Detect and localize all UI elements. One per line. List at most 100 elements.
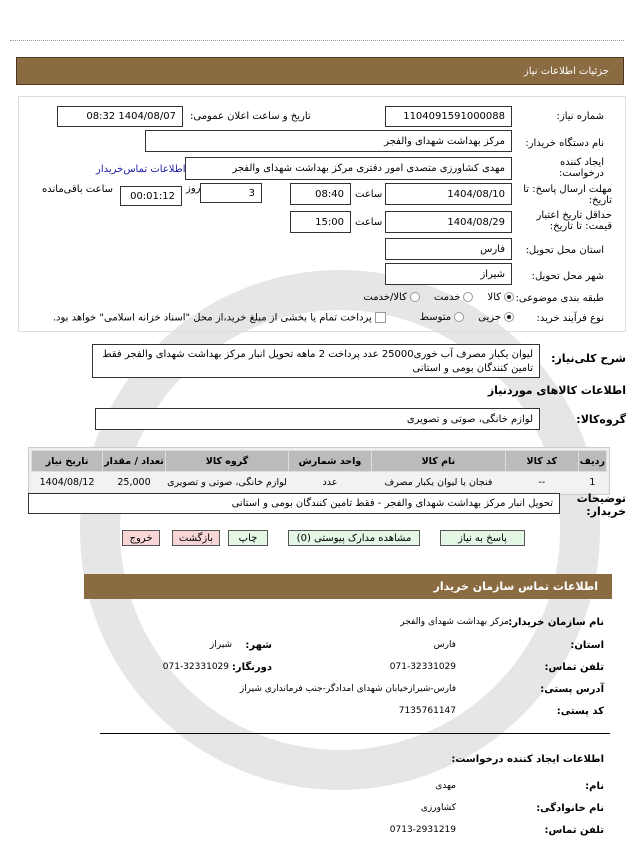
- option-label: کالا/خدمت: [363, 292, 407, 303]
- view-attachments-button[interactable]: مشاهده مدارک پیوستی (0): [288, 530, 420, 546]
- creator-phone-value: 0713-2931219: [389, 825, 456, 835]
- validity-time-label: ساعت: [355, 217, 383, 228]
- section-divider: [100, 733, 610, 734]
- category-service-radio[interactable]: خدمت: [434, 292, 474, 303]
- goods-group-field: لوازم خانگی، صوتی و تصویری: [95, 408, 540, 430]
- remaining-field: 00:01:12: [120, 186, 182, 206]
- description-label: شرح کلی‌نیاز:: [551, 352, 626, 365]
- city-label: شهر:: [245, 640, 272, 651]
- col-group: گروه کالا: [165, 450, 289, 472]
- name-label: نام:: [585, 781, 604, 792]
- page-title: جزئیات اطلاعات نیاز: [523, 65, 609, 77]
- creator-label: ایجاد کننده درخواست:: [559, 157, 604, 179]
- days-label: روز: [186, 183, 201, 194]
- goods-table: ردیف کد کالا نام کالا واحد شمارش گروه کا…: [28, 447, 610, 495]
- validity-label: حداقل تاریخ اعتبار قیمت: تا تاریخ:: [536, 210, 612, 232]
- page-header: جزئیات اطلاعات نیاز: [16, 57, 624, 85]
- watermark-logo: [80, 270, 600, 790]
- org-label: نام سازمان خریدار:: [508, 617, 604, 628]
- announce-label: تاریخ و ساعت اعلان عمومی:: [190, 111, 311, 122]
- buyer-field: مرکز بهداشت شهدای والفجر: [145, 130, 512, 152]
- col-code: کد کالا: [504, 450, 579, 472]
- province-label: استان محل تحویل:: [525, 245, 604, 256]
- days-field: 3: [200, 183, 262, 203]
- option-label: متوسط: [419, 312, 452, 323]
- city-field: شیراز: [385, 263, 512, 285]
- contact-title: اطلاعات تماس سازمان خریدار: [433, 580, 598, 593]
- family-label: نام خانوادگی:: [536, 803, 604, 814]
- creator-field: مهدی کشاورزی متصدی امور دفتری مرکز بهداش…: [185, 157, 512, 180]
- category-goods-radio[interactable]: کالا: [487, 292, 514, 303]
- creator-info-title: اطلاعات ایجاد کننده درخواست:: [451, 754, 604, 765]
- top-divider: [10, 40, 624, 41]
- fax-label: دورنگار:: [231, 662, 272, 673]
- back-button[interactable]: بازگشت: [172, 530, 220, 546]
- col-date: تاریخ نیاز: [31, 450, 103, 472]
- exit-button[interactable]: خروج: [122, 530, 160, 546]
- print-button[interactable]: چاپ: [228, 530, 268, 546]
- purchase-label: نوع فرآیند خرید:: [536, 313, 605, 324]
- cell-date: 1404/08/12: [31, 471, 103, 492]
- validity-date-field: 1404/08/29: [385, 211, 512, 233]
- deadline-date-field: 1404/08/10: [385, 183, 512, 205]
- province-label: استان:: [570, 640, 604, 651]
- address-value: فارس-شیرازخیابان شهدای امدادگر-جنب فرمان…: [239, 684, 456, 694]
- buyer-contact-link[interactable]: اطلاعات تماس‌خریدار: [96, 164, 186, 175]
- treasury-checkbox[interactable]: پرداخت تمام یا بخشی از مبلغ خرید،از محل …: [53, 312, 386, 324]
- postal-value: 7135761147: [398, 706, 456, 716]
- deadline-time-label: ساعت: [355, 189, 383, 200]
- description-field: لیوان یکبار مصرف آب خوری25000 عدد پرداخت…: [92, 344, 540, 378]
- details-panel: [18, 96, 626, 332]
- buyer-label: نام دستگاه خریدار:: [525, 138, 604, 149]
- cell-row: 1: [578, 471, 607, 492]
- remaining-label: ساعت باقی‌مانده: [42, 184, 114, 195]
- category-both-radio[interactable]: کالا/خدمت: [363, 292, 420, 303]
- table-row: 1 -- فنجان یا لیوان یکبار مصرف عدد لوازم…: [31, 471, 607, 492]
- cell-group: لوازم خانگی، صوتی و تصویری: [165, 471, 289, 492]
- col-name: نام کالا: [371, 450, 506, 472]
- notes-field: تحویل انبار مرکز بهداشت شهدای والفجر - ف…: [28, 493, 560, 514]
- category-label: طبقه بندی موضوعی:: [515, 293, 604, 304]
- cell-code: --: [505, 471, 579, 492]
- address-label: آدرس پستی:: [540, 684, 604, 695]
- need-number-field: 1104091591000088: [385, 106, 512, 127]
- radio-icon: [463, 292, 474, 302]
- contact-header: اطلاعات تماس سازمان خریدار: [84, 574, 612, 599]
- validity-time-field: 15:00: [290, 211, 351, 233]
- city-label: شهر محل تحویل:: [531, 271, 604, 282]
- purchase-minor-radio[interactable]: جزیی: [478, 312, 514, 324]
- phone-label: تلفن تماس:: [544, 662, 604, 673]
- cell-name: فنجان یا لیوان یکبار مصرف: [371, 471, 506, 492]
- col-unit: واحد شمارش: [288, 450, 372, 472]
- city-value: شیراز: [209, 640, 232, 650]
- goods-group-label: گروه‌کالا:: [576, 413, 626, 426]
- name-value: مهدی: [435, 781, 456, 791]
- deadline-time-field: 08:40: [290, 183, 351, 205]
- creator-phone-label: تلفن تماس:: [544, 825, 604, 836]
- option-label: کالا: [487, 292, 501, 303]
- deadline-label: مهلت ارسال پاسخ: تا تاریخ:: [523, 184, 612, 206]
- payment-note: پرداخت تمام یا بخشی از مبلغ خرید،از محل …: [52, 312, 372, 324]
- option-label: خدمت: [433, 292, 461, 303]
- announce-field: 1404/08/07 08:32: [57, 106, 183, 127]
- col-qty: تعداد / مقدار: [102, 450, 166, 472]
- reply-button[interactable]: پاسخ به نیاز: [440, 530, 525, 546]
- checkbox-icon: [374, 312, 386, 323]
- radio-icon: [504, 292, 514, 302]
- need-number-label: شماره نیاز:: [556, 111, 605, 122]
- postal-label: کد پستی:: [556, 706, 604, 717]
- table-header: ردیف کد کالا نام کالا واحد شمارش گروه کا…: [31, 450, 608, 472]
- phone-value: 071-32331029: [389, 662, 456, 672]
- province-value: فارس: [433, 640, 456, 650]
- province-field: فارس: [385, 238, 512, 260]
- org-value: مرکز بهداشت شهدای والفجر: [400, 617, 509, 627]
- cell-unit: عدد: [288, 471, 372, 492]
- radio-icon: [454, 312, 465, 322]
- purchase-medium-radio[interactable]: متوسط: [419, 312, 465, 324]
- radio-icon: [504, 312, 514, 322]
- fax-value: 071-32331029: [162, 662, 229, 672]
- family-value: کشاورزی: [420, 803, 456, 813]
- col-row: ردیف: [577, 450, 608, 472]
- goods-section-title: اطلاعات کالاهای موردنیاز: [487, 384, 626, 397]
